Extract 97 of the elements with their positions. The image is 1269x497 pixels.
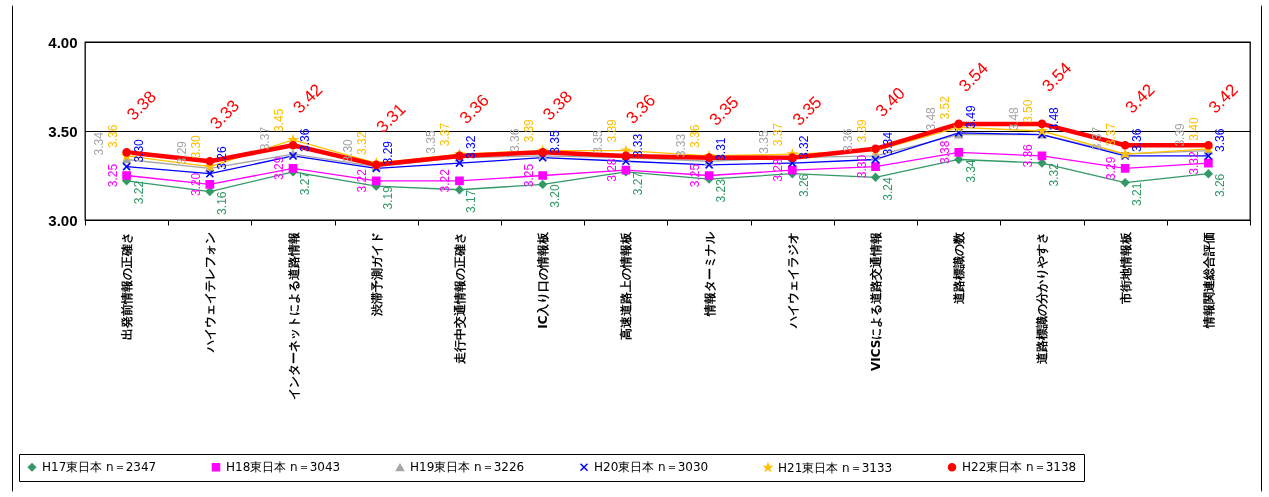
data-label: 3.21	[1130, 182, 1145, 206]
data-label: 3.36	[1213, 128, 1228, 152]
data-label: 3.30	[854, 154, 869, 179]
data-label: 3.36	[455, 90, 493, 128]
data-label: 3.32	[1187, 151, 1202, 175]
data-label: 3.27	[630, 171, 645, 196]
y-tick-label: 3.50	[48, 122, 78, 140]
data-label: 3.35	[547, 130, 562, 154]
data-label: 3.39	[604, 118, 619, 143]
data-label: 3.28	[604, 158, 619, 182]
y-tick-label: 4.00	[48, 33, 78, 51]
data-label: 3.45	[272, 108, 287, 132]
x-tick-label: 高速道路上の情報板	[619, 230, 634, 340]
x-tick-label: 情報ターミナル	[702, 230, 717, 317]
legend-label: H21東日本 n＝3133	[778, 460, 893, 475]
data-label: 3.37	[258, 126, 273, 151]
data-label: 3.32	[1046, 162, 1061, 187]
data-label: 3.36	[622, 90, 660, 128]
data-label: 3.22	[355, 168, 370, 193]
data-label: 3.19	[381, 185, 396, 210]
data-label: 3.52	[937, 95, 952, 120]
data-label: 3.17	[464, 189, 479, 214]
data-label: 3.39	[1173, 122, 1188, 147]
data-label: 3.32	[464, 135, 479, 160]
data-label: 3.16	[214, 191, 229, 215]
data-label: 3.30	[188, 134, 203, 159]
data-label: 3.36	[840, 128, 855, 152]
x-tick-label: 道路標識の数	[952, 230, 967, 305]
data-label: 3.40	[1187, 117, 1202, 141]
data-label: 3.38	[937, 140, 952, 165]
data-label: 3.36	[507, 128, 522, 152]
data-label: 3.22	[131, 180, 146, 205]
data-label: 3.23	[714, 178, 729, 203]
data-label: 3.36	[688, 124, 703, 148]
data-label: 3.26	[1213, 173, 1228, 198]
data-label: 3.36	[105, 124, 120, 148]
data-label: 3.32	[355, 131, 370, 156]
legend-label: H19東日本 n＝3226	[410, 460, 525, 475]
data-label: 3.26	[797, 173, 812, 198]
data-label: 3.48	[1006, 106, 1021, 131]
data-label: 3.50	[1020, 99, 1035, 123]
legend-label: H18東日本 n＝3043	[226, 460, 341, 475]
data-label: 3.33	[630, 133, 645, 158]
data-label: 3.29	[381, 140, 396, 165]
data-label: 3.33	[674, 133, 689, 158]
data-label: 3.25	[688, 163, 703, 188]
data-label: 3.29	[272, 156, 287, 181]
y-tick-label: 3.00	[48, 211, 78, 229]
data-label: 3.34	[880, 131, 895, 156]
x-tick-label: ハイウェイテレフォン	[203, 231, 218, 353]
x-tick-label: ハイウェイラジオ	[785, 231, 800, 329]
x-tick-label: 出発前情報の正確さ	[120, 231, 135, 340]
data-label: 3.34	[91, 131, 106, 156]
data-label: 3.35	[590, 130, 605, 154]
data-label: 3.20	[547, 184, 562, 208]
data-label: 3.28	[771, 158, 786, 182]
data-label: 3.22	[438, 168, 453, 193]
data-label: 3.36	[1130, 128, 1145, 152]
data-label: 3.37	[1104, 122, 1119, 147]
data-label: 3.39	[854, 118, 869, 143]
data-label: 3.29	[1104, 156, 1119, 181]
data-label: 3.26	[214, 146, 229, 170]
x-tick-label: インターネットによる道路情報	[286, 230, 301, 400]
x-tick-label: 情報関連総合評価	[1201, 231, 1216, 329]
data-label: 3.25	[521, 163, 536, 188]
data-label: 3.35	[757, 130, 772, 154]
data-label: 3.40	[872, 83, 909, 121]
data-label: 3.30	[131, 138, 146, 163]
data-label: 3.49	[963, 105, 978, 129]
data-label: 3.32	[797, 135, 812, 160]
x-tick-label: VICSによる道路交通情報	[869, 230, 884, 371]
x-tick-label: 市街地情報板	[1118, 230, 1133, 305]
data-label: 3.39	[521, 118, 536, 143]
data-label: 3.48	[923, 106, 938, 131]
data-label: 3.37	[438, 122, 453, 147]
data-label: 3.31	[714, 137, 729, 161]
data-label: 3.31	[372, 99, 410, 137]
data-label: 3.36	[1020, 143, 1035, 168]
data-label: 3.20	[188, 172, 203, 197]
data-label: 3.37	[1090, 126, 1105, 151]
x-tick-label: IC入り口の情報板	[536, 230, 551, 329]
legend-label: H20東日本 n＝3030	[594, 460, 709, 475]
x-tick-label: 道路標識の分かりやすさ	[1035, 231, 1050, 365]
data-label: 3.30	[341, 138, 356, 163]
data-label: 3.27	[298, 171, 313, 196]
data-label: 3.37	[771, 122, 786, 147]
data-label: 3.29	[174, 140, 189, 165]
data-label: 3.25	[105, 163, 120, 188]
data-label: 3.34	[963, 159, 978, 183]
x-tick-label: 渋滞予測ガイド	[369, 231, 384, 317]
data-label: 3.36	[298, 128, 313, 152]
data-label: 3.35	[424, 130, 439, 154]
data-label: 3.48	[1046, 106, 1061, 131]
data-label: 3.24	[880, 176, 895, 201]
x-tick-label: 走行中交通情報の正確さ	[452, 231, 467, 365]
legend-label: H22東日本 n＝3138	[962, 460, 1077, 475]
legend-label: H17東日本 n＝2347	[42, 460, 157, 475]
